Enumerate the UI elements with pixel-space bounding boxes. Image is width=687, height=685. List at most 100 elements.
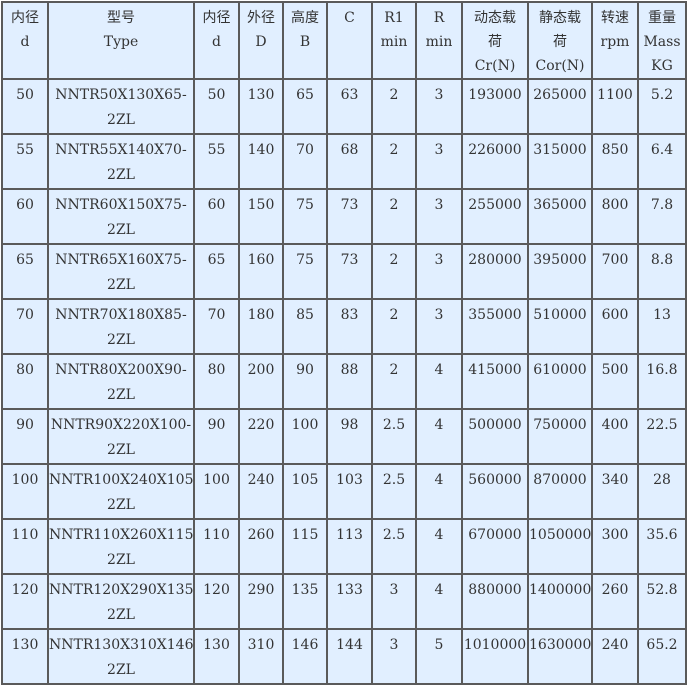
cell-text: NNTR90X220X100- xyxy=(50,417,192,433)
cell-text: 400 xyxy=(601,417,629,433)
cell-inner-diameter: 110 xyxy=(1,518,49,575)
table-row: 50 NNTR50X130X65- 2ZL 50 130 65 63 2 3 193000 2650… xyxy=(1,78,687,135)
cell-height: 65 xyxy=(282,78,328,135)
cell-text: NNTR65X160X75- xyxy=(55,252,187,268)
header-text: 重量 xyxy=(648,10,676,26)
cell-outer-diameter: 140 xyxy=(238,133,284,190)
cell-static-load: 395000 xyxy=(527,243,593,300)
cell-text: NNTR120X290X135- xyxy=(49,582,194,598)
cell-text: 500000 xyxy=(468,417,522,433)
cell-text: 90 xyxy=(296,362,314,378)
cell-inner-d: 130 xyxy=(193,628,240,685)
cell-inner-diameter: 130 xyxy=(1,628,49,685)
cell-text: 65 xyxy=(207,252,226,268)
cell-height: 75 xyxy=(282,188,328,245)
cell-text: 103 xyxy=(336,472,363,488)
cell-c: 73 xyxy=(326,243,373,300)
cell-text: 73 xyxy=(340,252,359,268)
cell-text: 4 xyxy=(434,362,444,378)
cell-text: 2ZL xyxy=(107,442,135,458)
cell-speed: 340 xyxy=(591,463,639,520)
cell-text: 55 xyxy=(207,142,226,158)
cell-type: NNTR50X130X65- 2ZL xyxy=(47,78,195,135)
header-text: 内径 xyxy=(11,10,39,26)
cell-r1-min: 2 xyxy=(371,133,417,190)
header-text: Type xyxy=(103,34,139,50)
header-speed: 转速 rpm xyxy=(591,1,639,80)
cell-speed: 260 xyxy=(591,573,639,630)
cell-text: 2ZL xyxy=(107,222,135,238)
cell-text: 2ZL xyxy=(107,607,135,623)
cell-text: 150 xyxy=(247,197,275,213)
cell-r-min: 4 xyxy=(415,573,463,630)
cell-text: 700 xyxy=(601,252,629,268)
cell-text: 2 xyxy=(389,307,399,323)
cell-text: 85 xyxy=(296,307,314,323)
cell-inner-d: 60 xyxy=(193,188,240,245)
table-row: 90 NNTR90X220X100- 2ZL 90 220 100 98 2.5 4 500000… xyxy=(1,408,687,465)
cell-text: 70 xyxy=(16,307,34,323)
cell-mass: 65.2 xyxy=(637,628,687,685)
cell-text: 255000 xyxy=(468,197,522,213)
cell-static-load: 365000 xyxy=(527,188,593,245)
cell-height: 70 xyxy=(282,133,328,190)
cell-mass: 8.8 xyxy=(637,243,687,300)
cell-text: 110 xyxy=(203,527,230,543)
cell-text: 2 xyxy=(389,197,399,213)
cell-text: 135 xyxy=(291,582,319,598)
cell-text: 50 xyxy=(16,87,34,103)
cell-text: NNTR80X200X90- xyxy=(55,362,187,378)
cell-text: 200 xyxy=(247,362,275,378)
cell-static-load: 510000 xyxy=(527,298,593,355)
cell-r-min: 4 xyxy=(415,408,463,465)
header-r1-min: R1 min xyxy=(371,1,417,80)
cell-c: 133 xyxy=(326,573,373,630)
cell-text: 130 xyxy=(247,87,275,103)
cell-text: 55 xyxy=(16,142,34,158)
cell-height: 135 xyxy=(282,573,328,630)
cell-text: 113 xyxy=(336,527,363,543)
cell-text: 63 xyxy=(340,87,359,103)
cell-text: 1050000 xyxy=(529,527,592,543)
cell-type: NNTR130X310X146- 2ZL xyxy=(47,628,195,685)
cell-text: 1400000 xyxy=(529,582,592,598)
cell-outer-diameter: 220 xyxy=(238,408,284,465)
cell-text: 130 xyxy=(11,637,39,653)
cell-text: 140 xyxy=(247,142,275,158)
cell-text: 146 xyxy=(291,637,319,653)
table-row: 80 NNTR80X200X90- 2ZL 80 200 90 88 2 4 415000 6100… xyxy=(1,353,687,410)
cell-speed: 600 xyxy=(591,298,639,355)
cell-text: 4 xyxy=(434,582,444,598)
cell-static-load: 750000 xyxy=(527,408,593,465)
header-text: Cor(N) xyxy=(535,58,585,74)
cell-text: 130 xyxy=(203,637,230,653)
cell-text: 3 xyxy=(434,142,444,158)
cell-inner-d: 120 xyxy=(193,573,240,630)
cell-text: 2ZL xyxy=(107,112,135,128)
cell-text: 1010000 xyxy=(463,637,527,653)
table-row: 60 NNTR60X150X75- 2ZL 60 150 75 73 2 3 255000 3650… xyxy=(1,188,687,245)
cell-text: 68 xyxy=(340,142,359,158)
header-type: 型号 Type xyxy=(47,1,195,80)
cell-r-min: 4 xyxy=(415,518,463,575)
cell-text: 50 xyxy=(207,87,226,103)
cell-dynamic-load: 193000 xyxy=(461,78,529,135)
cell-mass: 52.8 xyxy=(637,573,687,630)
cell-text: 850 xyxy=(601,142,629,158)
cell-c: 68 xyxy=(326,133,373,190)
cell-text: 415000 xyxy=(468,362,522,378)
cell-text: 90 xyxy=(16,417,34,433)
header-text: R1 xyxy=(384,10,404,26)
cell-text: 120 xyxy=(11,582,39,598)
cell-inner-diameter: 80 xyxy=(1,353,49,410)
cell-mass: 28 xyxy=(637,463,687,520)
cell-text: NNTR50X130X65- xyxy=(55,87,187,103)
cell-text: 880000 xyxy=(468,582,522,598)
cell-r1-min: 3 xyxy=(371,628,417,685)
cell-r-min: 3 xyxy=(415,133,463,190)
cell-inner-diameter: 120 xyxy=(1,573,49,630)
cell-text: 160 xyxy=(247,252,275,268)
cell-text: 395000 xyxy=(533,252,587,268)
cell-r1-min: 2 xyxy=(371,243,417,300)
